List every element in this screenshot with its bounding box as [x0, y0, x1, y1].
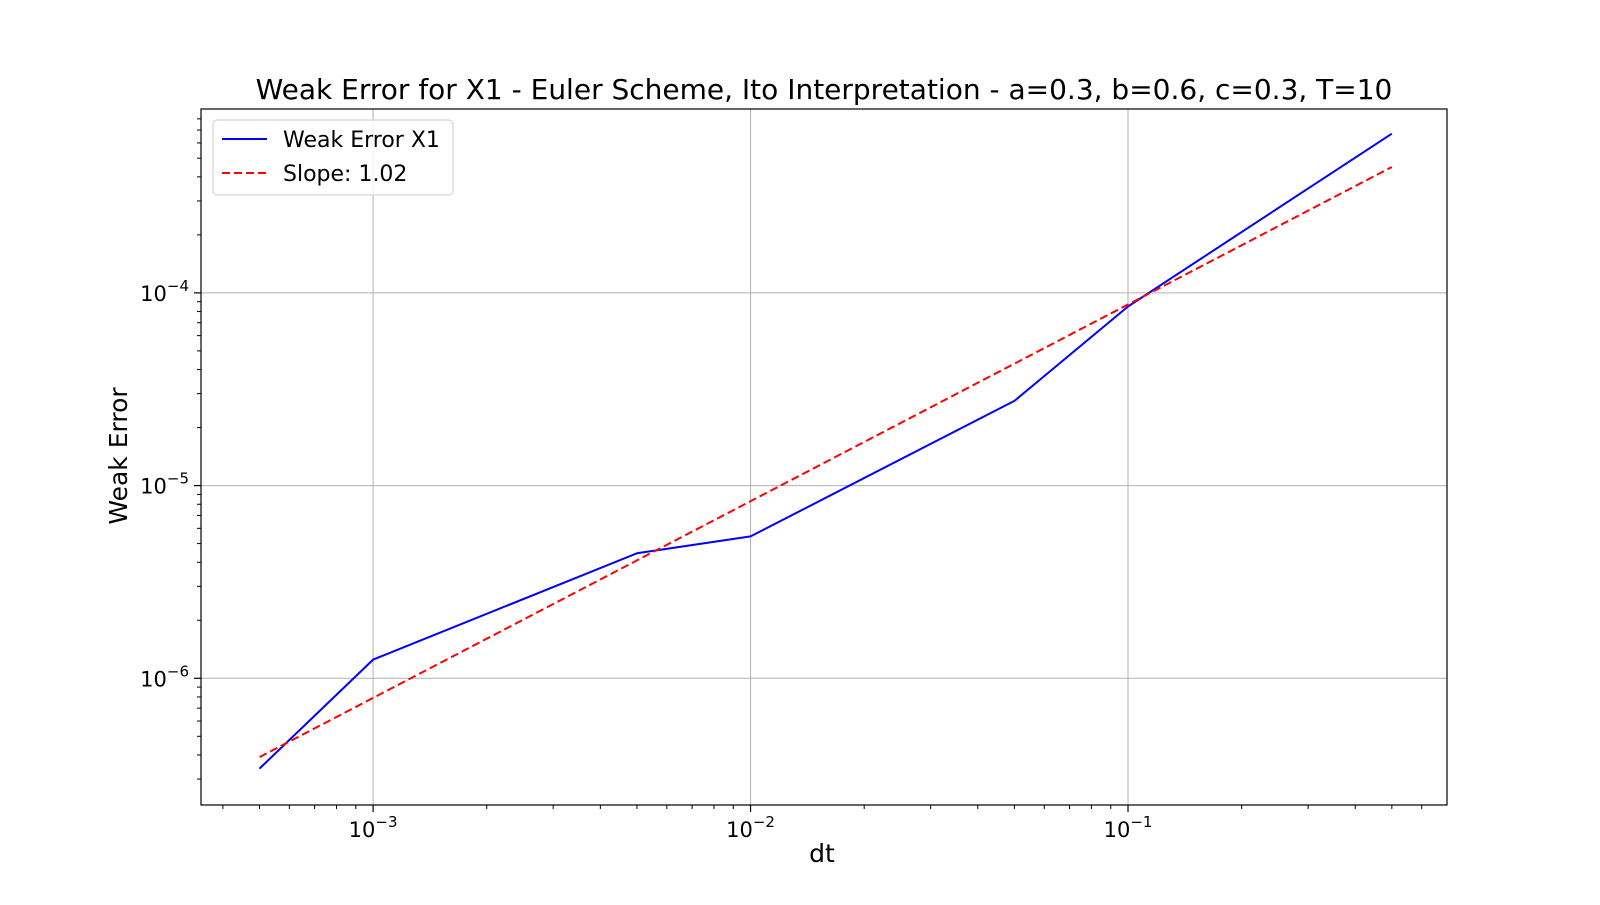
legend-box	[212, 119, 454, 196]
legend-label-1: Weak Error X1	[283, 128, 440, 153]
x-tick-label: 10−1	[1104, 813, 1153, 842]
plot-frame	[200, 108, 1448, 806]
y-tick-label: 10−5	[140, 470, 189, 499]
y-tick-label: 10−6	[140, 662, 189, 691]
legend: Weak Error X1 Slope: 1.02	[212, 119, 454, 196]
y-tick-label: 10−4	[140, 277, 189, 306]
series-line-1	[258, 132, 1393, 770]
x-tick-label: 10−2	[726, 813, 775, 842]
y-axis-ticks: 10−4 10−5 10−6	[140, 277, 201, 691]
x-axis-label: dt	[809, 839, 835, 868]
series-layer	[258, 132, 1393, 770]
x-tick-label: 10−3	[349, 813, 398, 842]
y-axis-label: Weak Error	[104, 387, 133, 525]
x-axis-ticks: 10−3 10−2 10−1	[349, 805, 1153, 842]
grid-lines	[201, 109, 1447, 805]
series-line-2	[259, 166, 1393, 758]
chart-title: Weak Error for X1 - Euler Scheme, Ito In…	[256, 73, 1393, 106]
minor-ticks	[197, 118, 1423, 809]
legend-label-2: Slope: 1.02	[283, 162, 407, 187]
